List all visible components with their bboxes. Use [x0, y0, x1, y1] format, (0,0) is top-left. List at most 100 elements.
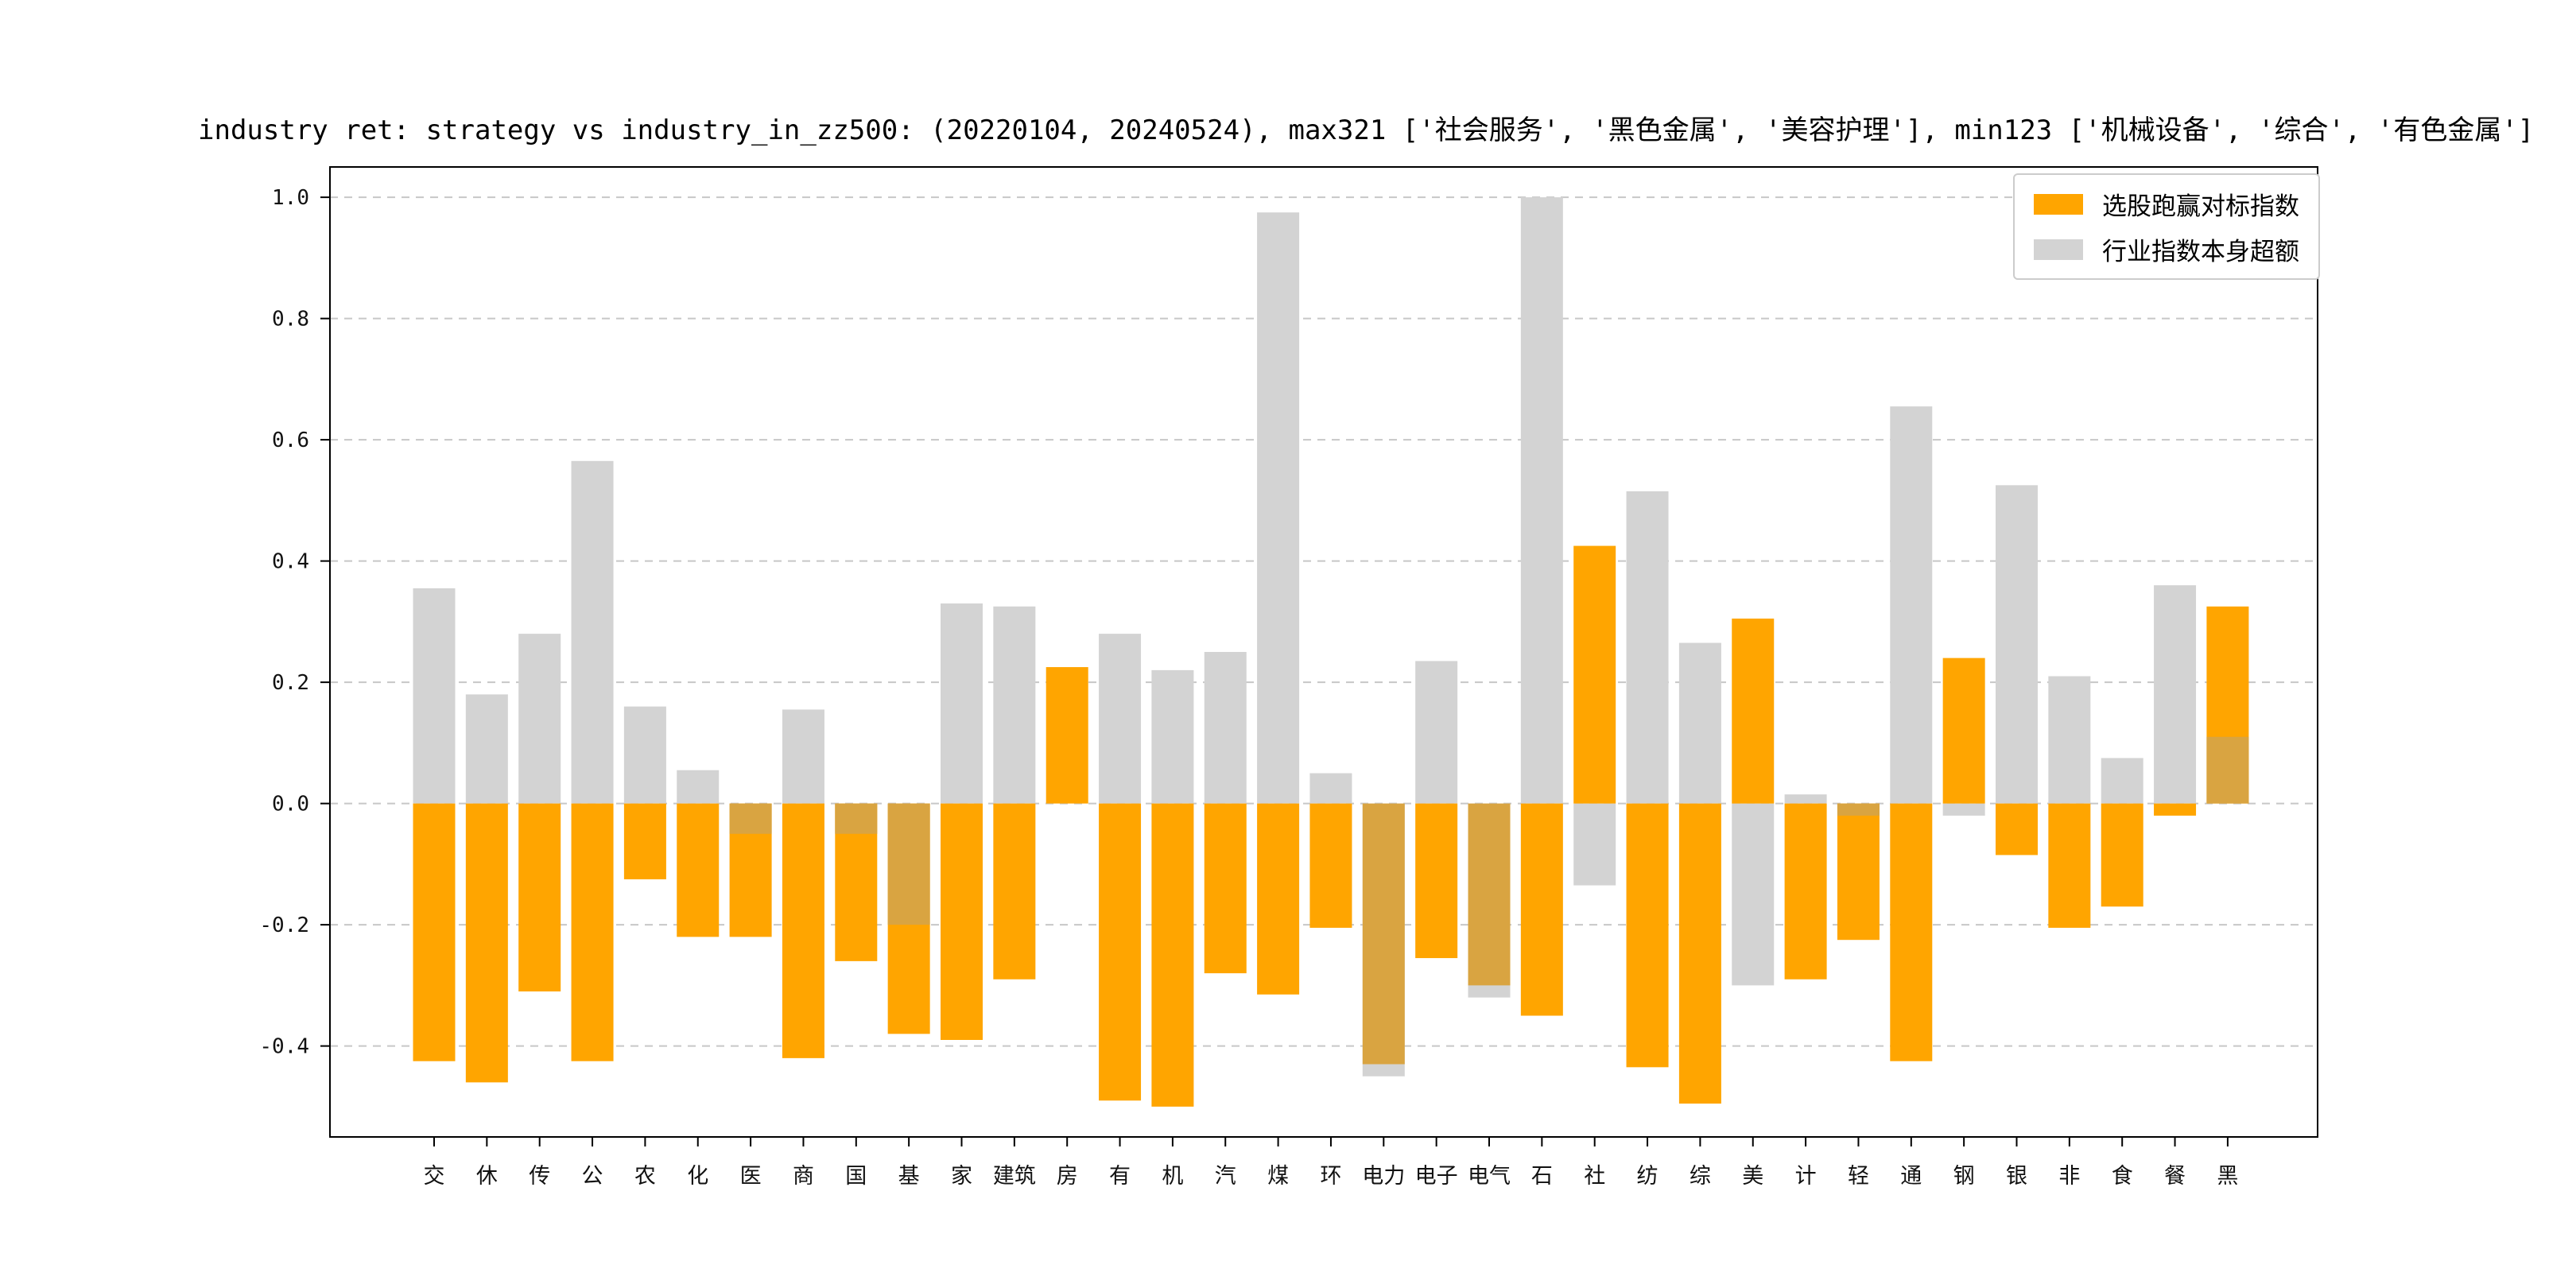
legend-swatch-gray [2034, 239, 2083, 260]
x-tick-label: 非 [2058, 1164, 2080, 1189]
x-tick-label: 休 [476, 1164, 498, 1189]
x-tick-label: 房 [1057, 1164, 1078, 1189]
x-tick-label: 轻 [1848, 1164, 1869, 1189]
bar-industry [518, 634, 561, 804]
x-tick-label: 基 [898, 1164, 920, 1189]
x-tick-label: 美 [1742, 1164, 1763, 1189]
bar-overlap [1837, 803, 1880, 816]
bar-strategy [2048, 803, 2091, 928]
bar-strategy [623, 803, 666, 879]
legend-swatch-orange [2034, 193, 2083, 215]
bar-industry [677, 770, 720, 804]
x-tick-label: 环 [1320, 1164, 1341, 1189]
bar-industry [1996, 485, 2038, 804]
x-tick-label: 商 [793, 1164, 814, 1189]
bar-overlap [887, 803, 930, 925]
x-tick-label: 银 [2006, 1164, 2027, 1189]
bar-industry [465, 694, 508, 804]
bar-strategy [2154, 803, 2197, 816]
x-tick-label: 医 [740, 1164, 762, 1189]
legend-item-strategy: 选股跑赢对标指数 [2034, 186, 2299, 222]
y-tick-label: -0.4 [259, 1035, 309, 1059]
x-tick-label: 公 [582, 1164, 603, 1189]
bar-strategy [1678, 803, 1721, 1104]
x-tick-label: 建筑 [993, 1164, 1036, 1189]
bar-strategy [1784, 803, 1827, 980]
x-tick-label: 电力 [1362, 1164, 1405, 1189]
bar-industry [993, 606, 1036, 804]
x-tick-label: 通 [1900, 1164, 1922, 1189]
x-tick-label: 钢 [1953, 1164, 1975, 1189]
legend-item-industry: 行业指数本身超额 [2034, 231, 2299, 267]
chart-title: industry ret: strategy vs industry_in_zz… [198, 114, 2535, 146]
bar-overlap [1362, 803, 1405, 1065]
bar-overlap [2206, 736, 2249, 804]
x-tick-label: 机 [1162, 1164, 1183, 1189]
bar-strategy [518, 803, 561, 991]
x-tick-label: 餐 [2164, 1164, 2186, 1189]
y-tick-label: 1.0 [272, 186, 309, 210]
bar-industry [1257, 212, 1300, 804]
bar-strategy [1099, 803, 1142, 1101]
x-tick-label: 煤 [1267, 1164, 1289, 1189]
bar-overlap [835, 803, 878, 834]
bar-industry [1520, 197, 1563, 804]
x-tick-label: 化 [687, 1164, 708, 1189]
legend-label-strategy: 选股跑赢对标指数 [2102, 192, 2299, 221]
bar-industry [1151, 669, 1194, 804]
bar-strategy [677, 803, 720, 937]
bar-strategy [1732, 619, 1775, 804]
bar-industry [1415, 661, 1458, 804]
bar-industry [2048, 676, 2091, 804]
bar-industry [623, 706, 666, 804]
bar-industry [1732, 803, 1775, 986]
bar-industry [2101, 758, 2143, 804]
y-tick-label: 0.8 [272, 308, 309, 332]
bar-strategy [1151, 803, 1194, 1107]
x-tick-label: 计 [1795, 1164, 1817, 1189]
x-tick-label: 电子 [1415, 1164, 1458, 1189]
x-tick-label: 黑 [2217, 1164, 2238, 1189]
x-tick-label: 国 [845, 1164, 867, 1189]
x-tick-label: 汽 [1215, 1164, 1236, 1189]
bar-strategy [1890, 803, 1933, 1061]
x-tick-label: 传 [529, 1164, 550, 1189]
bar-strategy [1837, 803, 1880, 941]
bar-industry [1204, 652, 1247, 804]
bar-strategy [1046, 667, 1088, 804]
bar-industry [571, 460, 614, 804]
bar-industry [1626, 491, 1669, 804]
legend: 选股跑赢对标指数 行业指数本身超额 [2013, 173, 2320, 280]
bar-industry [1784, 794, 1827, 804]
y-tick-label: 0.4 [272, 550, 309, 574]
x-tick-label: 家 [951, 1164, 972, 1189]
bar-strategy [1626, 803, 1669, 1068]
legend-label-industry: 行业指数本身超额 [2102, 238, 2299, 266]
x-tick-label: 电气 [1468, 1164, 1511, 1189]
y-tick-label: 0.0 [272, 793, 309, 817]
x-tick-label: 石 [1531, 1164, 1553, 1189]
bar-strategy [1520, 803, 1563, 1016]
bar-strategy [2101, 803, 2143, 907]
bar-strategy [1942, 658, 1985, 804]
bar-industry [1099, 634, 1142, 804]
x-tick-label: 交 [424, 1164, 445, 1189]
plot-border [329, 166, 2318, 1138]
bar-strategy [993, 803, 1036, 980]
bar-strategy [571, 803, 614, 1061]
bar-industry [2154, 585, 2197, 804]
bar-strategy [941, 803, 983, 1040]
y-tick-label: 0.2 [272, 671, 309, 695]
x-tick-label: 食 [2112, 1164, 2133, 1189]
bar-industry [413, 588, 456, 804]
bar-strategy [1415, 803, 1458, 959]
bar-industry [1678, 642, 1721, 804]
bar-strategy [1204, 803, 1247, 974]
bar-overlap [729, 803, 772, 834]
bar-strategy [413, 803, 456, 1061]
bar-industry [782, 709, 824, 804]
bar-strategy [1309, 803, 1352, 928]
bar-industry [1942, 803, 1985, 816]
